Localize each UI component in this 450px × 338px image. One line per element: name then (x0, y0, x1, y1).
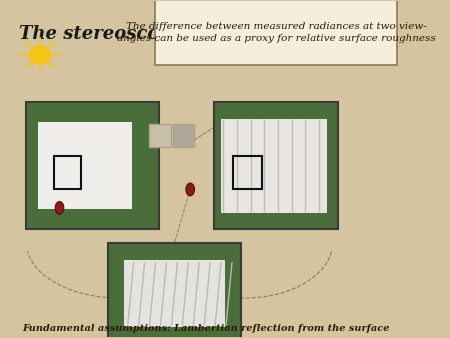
Text: The difference between measured radiances at two view-
angles can be used as a p: The difference between measured radiance… (117, 22, 436, 43)
Text: Fundamental assumptions: Lambertian reflection from the surface: Fundamental assumptions: Lambertian refl… (22, 324, 390, 333)
Bar (221, 119, 327, 213)
Bar (27, 102, 159, 230)
FancyBboxPatch shape (155, 0, 397, 65)
Ellipse shape (55, 201, 64, 214)
Bar (108, 243, 241, 338)
Bar (54, 155, 81, 189)
Bar (214, 102, 338, 230)
Bar (124, 260, 225, 327)
Text: The stereoscopic approach:: The stereoscopic approach: (18, 25, 297, 43)
Ellipse shape (186, 183, 194, 196)
Bar (149, 124, 171, 147)
Bar (233, 155, 262, 189)
Circle shape (29, 46, 51, 65)
Bar (38, 122, 132, 209)
Bar (173, 124, 194, 147)
